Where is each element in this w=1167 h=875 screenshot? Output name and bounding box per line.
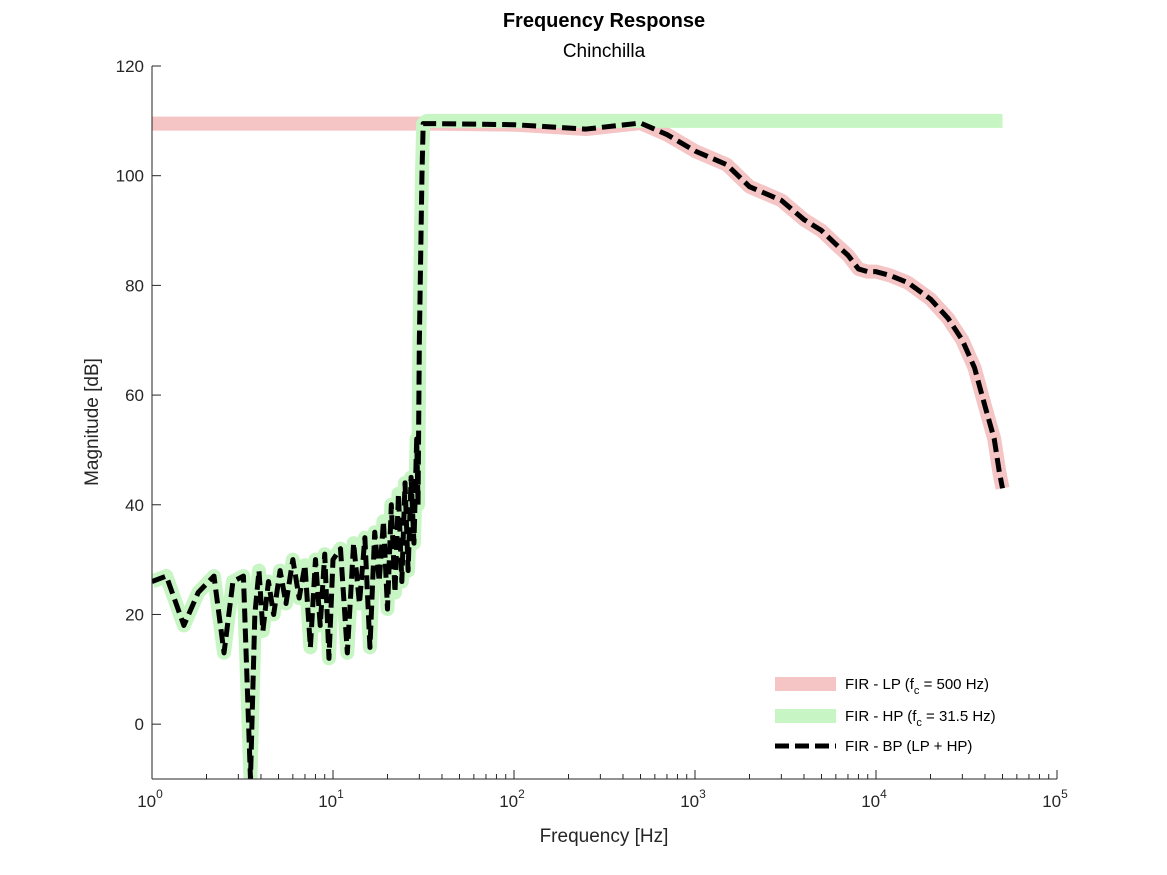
x-tick-label: 104 xyxy=(861,787,887,811)
y-ticks: 0 20 40 60 80 100 120 xyxy=(116,57,161,734)
x-axis-label: Frequency [Hz] xyxy=(540,826,669,847)
legend-item: FIR - BP (LP + HP) xyxy=(775,738,972,755)
x-tick-label: 105 xyxy=(1042,787,1068,811)
x-ticks: 100 101 102 103 104 105 xyxy=(137,770,1068,811)
legend-item: FIR - LP (fc = 500 Hz) xyxy=(775,676,989,697)
legend-label: FIR - HP (fc = 31.5 Hz) xyxy=(845,708,996,729)
series-bandpass xyxy=(152,120,1005,779)
chart-title: Frequency Response xyxy=(503,10,705,32)
y-axis-label: Magnitude [dB] xyxy=(82,358,103,486)
legend-label: FIR - BP (LP + HP) xyxy=(845,738,972,755)
legend-item: FIR - HP (fc = 31.5 Hz) xyxy=(775,708,996,729)
y-tick-label: 100 xyxy=(116,167,144,186)
series-lowpass xyxy=(152,116,1010,490)
axes xyxy=(151,66,1057,780)
y-tick-label: 40 xyxy=(125,496,144,515)
x-tick-label: 103 xyxy=(680,787,706,811)
chart-subtitle: Chinchilla xyxy=(563,41,646,62)
x-tick-label: 101 xyxy=(318,787,344,811)
series-layer xyxy=(152,113,1010,779)
y-tick-label: 60 xyxy=(125,386,144,405)
y-tick-label: 20 xyxy=(125,605,144,624)
y-tick-label: 0 xyxy=(135,715,144,734)
x-tick-label: 102 xyxy=(499,787,525,811)
legend: FIR - LP (fc = 500 Hz) FIR - HP (fc = 31.… xyxy=(775,676,996,755)
y-tick-label: 80 xyxy=(125,276,144,295)
legend-label: FIR - LP (fc = 500 Hz) xyxy=(845,676,989,697)
y-tick-label: 120 xyxy=(116,57,144,76)
x-tick-label: 100 xyxy=(137,787,163,811)
